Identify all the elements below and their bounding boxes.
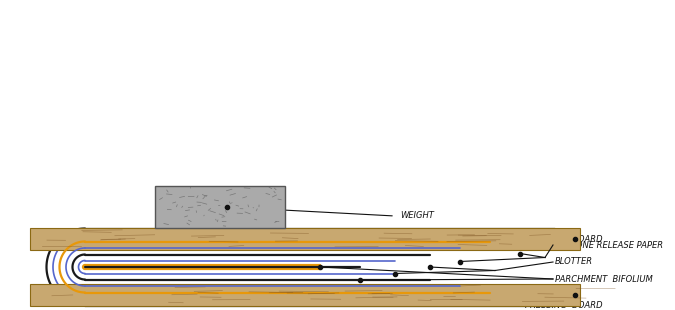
Text: SILICONE RELEASE PAPER: SILICONE RELEASE PAPER bbox=[555, 241, 663, 250]
Text: PRESSING  BOARD: PRESSING BOARD bbox=[525, 236, 603, 245]
Text: BLOTTER: BLOTTER bbox=[555, 258, 593, 267]
Bar bbox=[30, 228, 580, 250]
Text: PARCHMENT  BIFOLIUM: PARCHMENT BIFOLIUM bbox=[555, 274, 653, 284]
Text: PRESSING  BOARD: PRESSING BOARD bbox=[525, 300, 603, 309]
Text: WEIGHT: WEIGHT bbox=[400, 211, 434, 220]
Bar bbox=[155, 186, 285, 228]
Bar bbox=[30, 284, 580, 306]
